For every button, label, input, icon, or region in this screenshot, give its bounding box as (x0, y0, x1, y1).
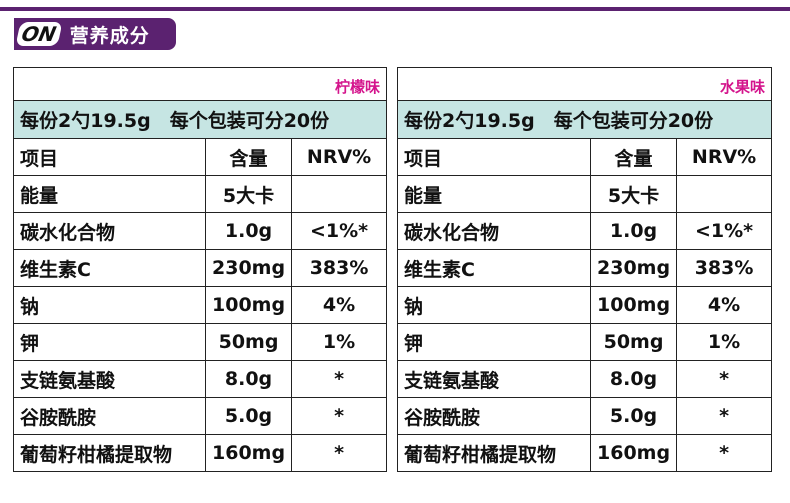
nutrient-row: 谷胺酰胺 5.0g * (13, 397, 388, 435)
cell: 4% (291, 286, 388, 324)
column-header: NRV% (676, 138, 773, 176)
cell: 谷胺酰胺 (13, 397, 206, 435)
cell: * (676, 434, 773, 472)
cell: 50mg (589, 323, 678, 361)
cell: <1%* (676, 212, 773, 250)
cell: 160mg (589, 434, 678, 472)
cell: 1.0g (204, 212, 293, 250)
cell: 能量 (397, 175, 591, 213)
logo: ON (15, 22, 63, 46)
column-header: 含量 (589, 138, 678, 176)
serving-row: 每份2勺19.5g 每个包装可分20份 (396, 100, 773, 139)
nutrient-row: 维生素C 230mg 383% (13, 249, 388, 287)
cell: 4% (676, 286, 773, 324)
column-header: NRV% (291, 138, 388, 176)
column-header: 项目 (397, 138, 591, 176)
nutrient-row: 钠 100mg 4% (13, 286, 388, 324)
cell: 1% (676, 323, 773, 361)
top-bar (0, 0, 790, 11)
column-header: 项目 (13, 138, 206, 176)
cell (676, 175, 773, 213)
cell: 100mg (589, 286, 678, 324)
cell: 230mg (204, 249, 293, 287)
nutrient-row: 碳水化合物 1.0g <1%* (13, 212, 388, 250)
cell: 8.0g (589, 360, 678, 398)
cell: 50mg (204, 323, 293, 361)
nutrient-row: 维生素C 230mg 383% (397, 249, 773, 287)
cell: 5大卡 (589, 175, 678, 213)
cell: 钠 (13, 286, 206, 324)
cell: 383% (676, 249, 773, 287)
cell: 160mg (204, 434, 293, 472)
nutrition-table: 柠檬味 每份2勺19.5g 每个包装可分20份 项目 含量 NRV% 能量 5大卡 碳水化合物… (12, 67, 388, 472)
nutrient-row: 钾 50mg 1% (13, 323, 388, 361)
cell: 葡萄籽柑橘提取物 (397, 434, 591, 472)
cell: * (676, 397, 773, 435)
cell: * (291, 434, 388, 472)
nutrient-row: 支链氨基酸 8.0g * (397, 360, 773, 398)
nutrient-row: 谷胺酰胺 5.0g * (397, 397, 773, 435)
cell: <1%* (291, 212, 388, 250)
header-row: 项目 含量 NRV% (13, 138, 388, 176)
nutrient-row: 钠 100mg 4% (397, 286, 773, 324)
cell: * (676, 360, 773, 398)
cell: 碳水化合物 (13, 212, 206, 250)
nutrient-row: 支链氨基酸 8.0g * (13, 360, 388, 398)
cell: 230mg (589, 249, 678, 287)
nutrient-row: 能量 5大卡 (397, 175, 773, 213)
cell: 1% (291, 323, 388, 361)
cell: 支链氨基酸 (13, 360, 206, 398)
column-header: 含量 (204, 138, 293, 176)
cell: 8.0g (204, 360, 293, 398)
cell: 5.0g (589, 397, 678, 435)
nutrient-row: 葡萄籽柑橘提取物 160mg * (13, 434, 388, 472)
nutrient-row: 能量 5大卡 (13, 175, 388, 213)
cell: * (291, 397, 388, 435)
cell: 5.0g (204, 397, 293, 435)
serving-row: 每份2勺19.5g 每个包装可分20份 (12, 100, 388, 139)
cell: 钠 (397, 286, 591, 324)
header-badge: ON 营养成分 (14, 18, 176, 50)
cell: 谷胺酰胺 (397, 397, 591, 435)
header-row: 项目 含量 NRV% (397, 138, 773, 176)
flavor-row: 水果味 (396, 67, 773, 101)
serving: 每份2勺19.5g 每个包装可分20份 (396, 100, 773, 139)
cell: 维生素C (13, 249, 206, 287)
cell (291, 175, 388, 213)
cell: 维生素C (397, 249, 591, 287)
cell: 钾 (397, 323, 591, 361)
header-title: 营养成分 (69, 24, 150, 47)
flavor: 水果味 (396, 67, 773, 101)
nutrient-row: 葡萄籽柑橘提取物 160mg * (397, 434, 773, 472)
cell: 383% (291, 249, 388, 287)
cell: 能量 (13, 175, 206, 213)
serving: 每份2勺19.5g 每个包装可分20份 (12, 100, 388, 139)
nutrient-row: 钾 50mg 1% (397, 323, 773, 361)
cell: 1.0g (589, 212, 678, 250)
cell: 支链氨基酸 (397, 360, 591, 398)
cell: 100mg (204, 286, 293, 324)
nutrition-table: 水果味 每份2勺19.5g 每个包装可分20份 项目 含量 NRV% 能量 5大卡 碳水化合物… (396, 67, 773, 472)
cell: 钾 (13, 323, 206, 361)
nutrient-row: 碳水化合物 1.0g <1%* (397, 212, 773, 250)
flavor: 柠檬味 (12, 67, 388, 101)
cell: 葡萄籽柑橘提取物 (13, 434, 206, 472)
cell: 5大卡 (204, 175, 293, 213)
cell: 碳水化合物 (397, 212, 591, 250)
cell: * (291, 360, 388, 398)
flavor-row: 柠檬味 (12, 67, 388, 101)
